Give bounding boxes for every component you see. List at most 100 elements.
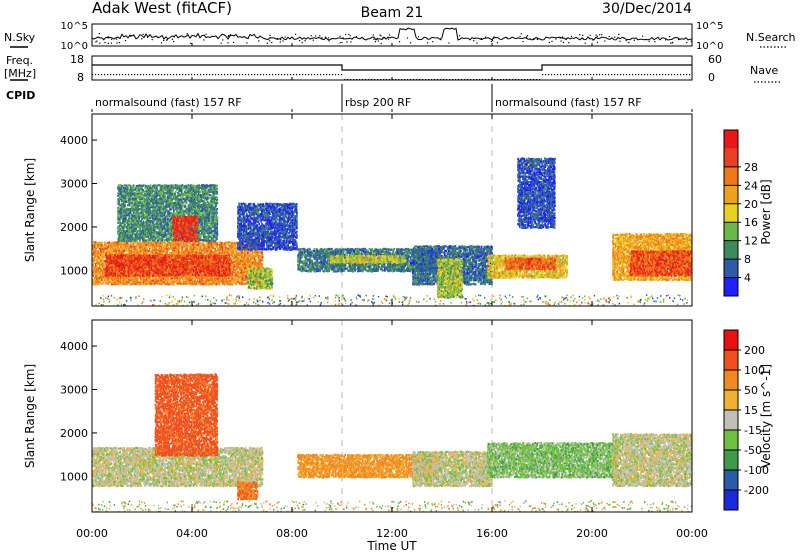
echo-cell [210, 258, 213, 261]
noise-search-point [294, 33, 297, 35]
echo-cell [99, 248, 101, 251]
noise-search-point [232, 41, 235, 44]
echo-cell [258, 254, 261, 258]
nave-point [617, 74, 619, 76]
noise-search-point [589, 34, 591, 36]
echo-cell [92, 245, 95, 248]
noise-search-point [321, 37, 323, 39]
echo-cell [132, 277, 135, 280]
nave-point [431, 79, 433, 81]
echo-cell [229, 264, 231, 267]
noise-search-point [641, 35, 644, 37]
noise-search-label: N.Search [746, 31, 796, 44]
nave-point [662, 74, 664, 76]
echo-cell [212, 246, 215, 249]
echo-cell [224, 254, 226, 258]
echo-cell [160, 248, 163, 251]
echo-cell [223, 242, 226, 245]
echo-cell [161, 278, 164, 281]
echo-cell [152, 243, 155, 247]
echo-cell [95, 274, 98, 277]
echo-cell [160, 282, 163, 286]
echo-cell [230, 257, 233, 260]
echo-cell [237, 259, 240, 262]
echo-cell [209, 241, 212, 244]
echo-cell [178, 279, 181, 282]
echo-cell [229, 249, 232, 252]
noise-search-point [116, 42, 118, 44]
echo-cell [182, 254, 185, 257]
echo-cell [143, 208, 145, 211]
nave-point [464, 79, 466, 81]
nave-point [230, 74, 232, 76]
echo-cell [196, 259, 199, 262]
echo-cell [231, 259, 234, 262]
echo-cell [180, 241, 183, 244]
echo-cell [170, 246, 173, 249]
echo-cell [242, 263, 244, 266]
echo-cell [165, 264, 168, 267]
noise-search-point [608, 35, 610, 38]
echo-cell [211, 245, 214, 248]
echo-cell [104, 276, 107, 279]
y-tick-label: 4000 [60, 134, 88, 147]
echo-cell [130, 254, 133, 257]
echo-cell [166, 266, 169, 269]
noise-search-point [410, 42, 412, 44]
echo-cell [220, 252, 222, 255]
echo-cell [139, 200, 142, 203]
echo-cell [128, 249, 130, 252]
echo-cell [101, 249, 104, 252]
echo-cell [218, 243, 220, 246]
echo-cell [176, 245, 179, 248]
cpid-segment-label: normalsound (fast) 157 RF [95, 96, 242, 109]
echo-cell [183, 265, 186, 268]
echo-cell [223, 283, 226, 286]
echo-cell [102, 277, 105, 280]
echo-cell [94, 266, 96, 270]
echo-cell [219, 277, 221, 280]
echo-cell [101, 276, 104, 279]
echo-cell [119, 249, 121, 252]
nave-point [542, 74, 544, 76]
echo-cell [191, 243, 193, 246]
echo-cell [153, 279, 156, 282]
echo-cell [236, 251, 239, 254]
echo-cell [152, 252, 155, 255]
echo-cell [92, 283, 94, 286]
nave-point [440, 79, 442, 81]
echo-cell [172, 248, 174, 251]
echo-cell [229, 260, 231, 263]
echo-cell [185, 241, 188, 244]
echo-cell [249, 253, 252, 256]
echo-cell [172, 283, 175, 286]
echo-cell [120, 245, 122, 248]
noise-search-point [98, 33, 100, 35]
freq-panel-frame [91, 55, 693, 81]
echo-cell [204, 249, 207, 252]
echo-cell [193, 245, 196, 248]
nave-point [173, 74, 175, 76]
echo-cell [92, 253, 94, 256]
noise-search-point [579, 34, 581, 36]
echo-cell [237, 267, 240, 270]
echo-cell [162, 247, 165, 250]
echo-cell [155, 245, 158, 248]
echo-cell [235, 265, 238, 268]
echo-cell [119, 228, 122, 231]
nave-point [485, 79, 487, 81]
nave-point [590, 74, 592, 76]
nave-point [155, 74, 157, 76]
echo-cell [120, 280, 123, 284]
nave-point [575, 74, 577, 76]
echo-cell [242, 259, 244, 262]
echo-cell [166, 252, 168, 255]
echo-cell [211, 279, 214, 282]
echo-cell [172, 278, 175, 282]
noise-search-point [592, 39, 594, 41]
echo-cell [127, 196, 129, 199]
echo-cell [178, 242, 181, 245]
echo-cell [173, 280, 176, 283]
echo-cell [102, 267, 105, 270]
echo-cell [163, 244, 166, 247]
